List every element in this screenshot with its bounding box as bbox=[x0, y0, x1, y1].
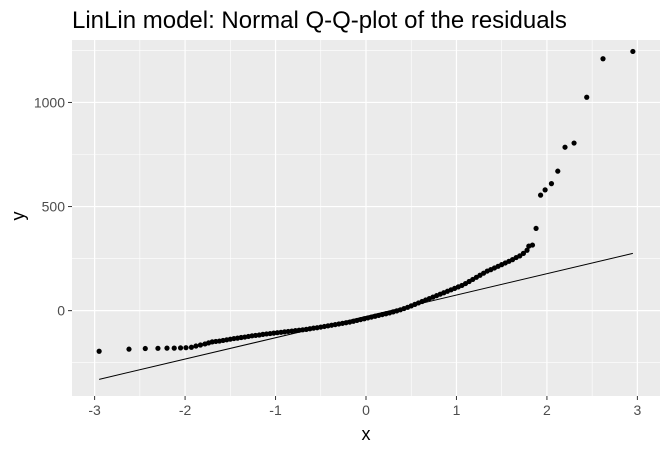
y-axis-ticks: 0 500 1000 bbox=[34, 94, 72, 319]
data-point bbox=[171, 345, 177, 351]
data-point bbox=[183, 345, 189, 351]
x-tick-label: 0 bbox=[362, 402, 370, 418]
data-point bbox=[537, 192, 544, 198]
x-axis-title: x bbox=[362, 424, 371, 444]
data-point bbox=[197, 342, 204, 348]
data-point bbox=[600, 56, 606, 62]
data-point bbox=[584, 94, 590, 100]
data-point bbox=[630, 48, 636, 55]
data-point bbox=[520, 250, 527, 256]
y-axis-title: y bbox=[8, 212, 28, 221]
data-point bbox=[126, 346, 132, 352]
data-point bbox=[533, 225, 539, 232]
data-point bbox=[562, 144, 568, 150]
major-gridlines bbox=[72, 40, 660, 396]
x-axis-ticks: -3 -2 -1 0 1 2 3 bbox=[88, 396, 641, 418]
data-point bbox=[164, 345, 170, 351]
x-tick-label: -3 bbox=[88, 402, 101, 418]
x-tick-label: -1 bbox=[269, 402, 282, 418]
data-point bbox=[524, 247, 530, 253]
data-point bbox=[193, 343, 199, 349]
data-point bbox=[555, 168, 561, 174]
x-tick-label: 3 bbox=[633, 402, 641, 418]
data-point bbox=[177, 345, 184, 351]
data-point bbox=[548, 181, 555, 187]
data-point bbox=[529, 242, 536, 248]
data-point bbox=[517, 253, 523, 259]
data-point bbox=[542, 187, 548, 193]
data-point bbox=[155, 345, 161, 351]
data-point bbox=[571, 140, 577, 146]
data-point bbox=[188, 344, 195, 350]
y-tick-label: 500 bbox=[42, 199, 66, 215]
chart-title: LinLin model: Normal Q-Q-plot of the res… bbox=[72, 7, 567, 34]
x-tick-label: -2 bbox=[179, 402, 192, 418]
y-tick-label: 1000 bbox=[34, 94, 65, 110]
data-point bbox=[142, 345, 148, 352]
x-tick-label: 2 bbox=[543, 402, 551, 418]
y-tick-label: 0 bbox=[57, 303, 65, 319]
data-point bbox=[96, 348, 102, 354]
data-points bbox=[96, 48, 636, 354]
x-tick-label: 1 bbox=[453, 402, 461, 418]
